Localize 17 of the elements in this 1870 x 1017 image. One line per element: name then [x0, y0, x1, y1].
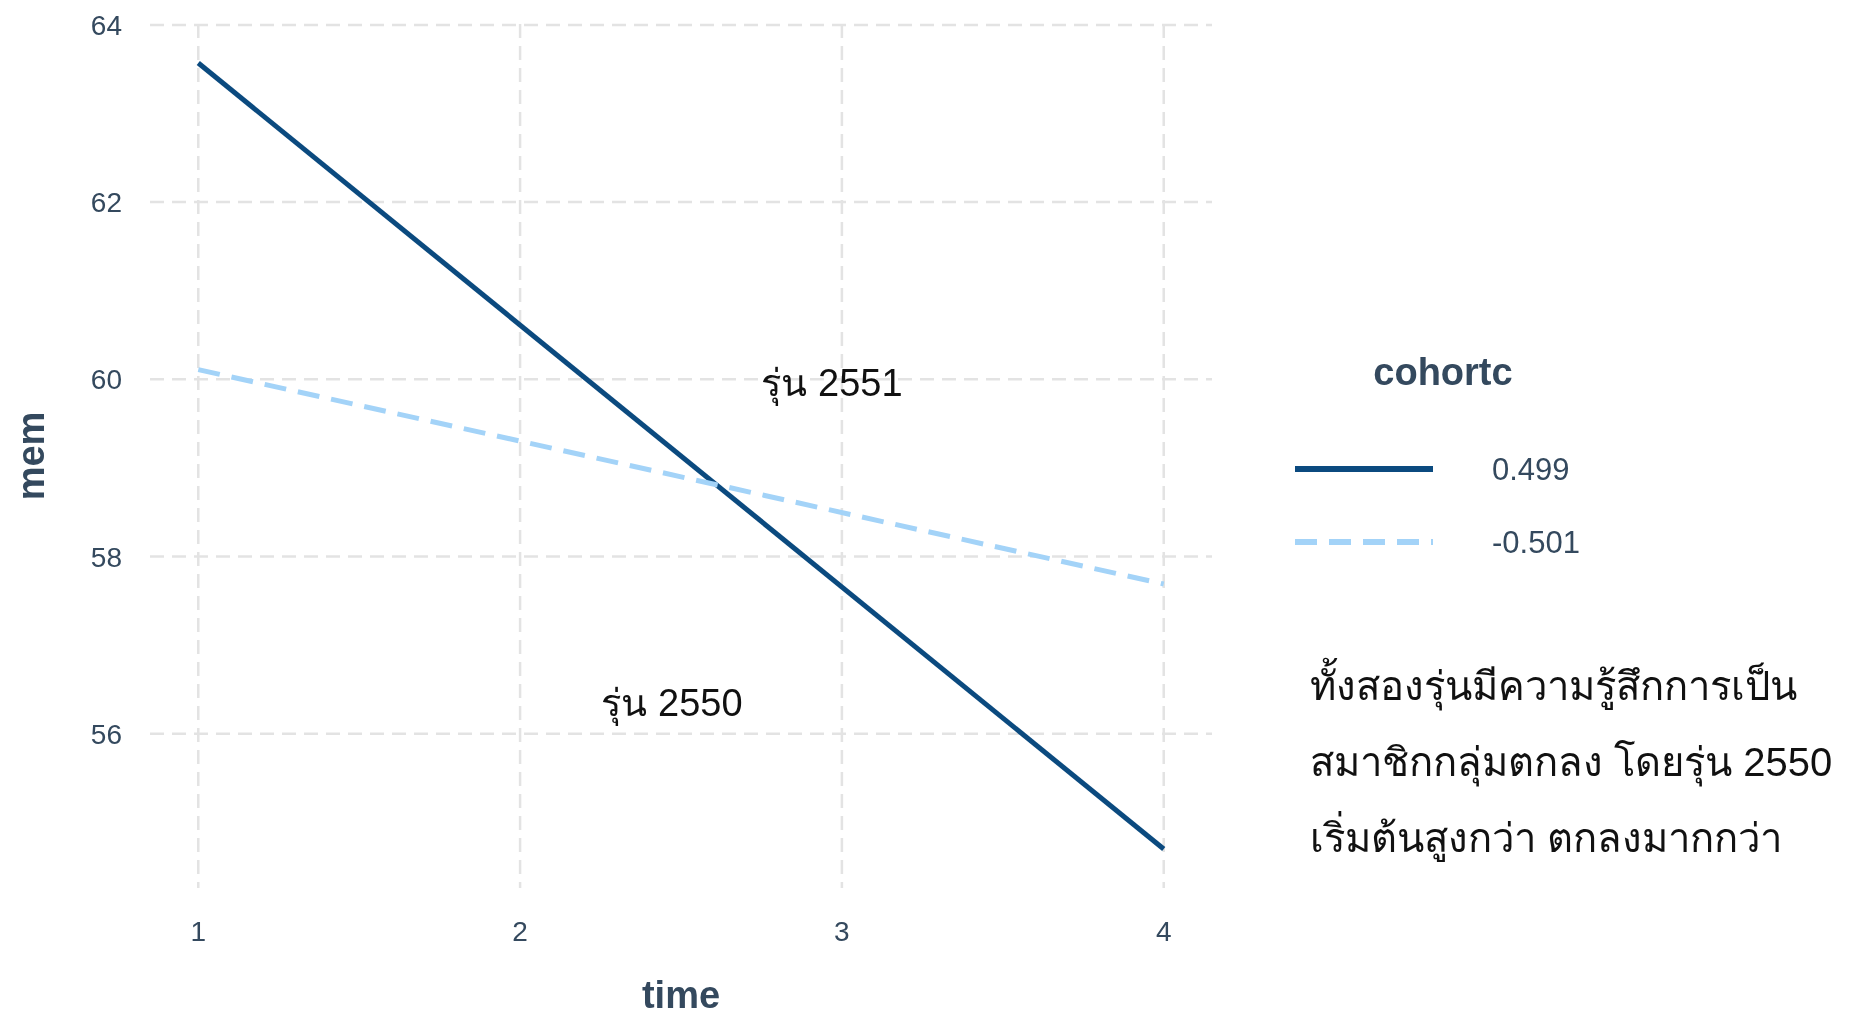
y-axis-title: mem: [10, 411, 52, 501]
annotation: รุ่น 2550: [601, 682, 743, 726]
x-tick-label: 1: [190, 916, 207, 947]
x-axis-title: time: [641, 974, 721, 1016]
y-tick-label: 58: [90, 541, 122, 573]
y-tick-label: 60: [90, 364, 122, 396]
legend-title: cohortc: [1373, 351, 1513, 393]
legend-label: -0.501: [1492, 525, 1580, 560]
y-tick-label: 56: [90, 718, 122, 750]
x-tick-label: 3: [834, 916, 850, 947]
x-tick-label: 4: [1155, 916, 1172, 947]
y-tick-label: 62: [90, 187, 122, 219]
x-tick-label: 2: [512, 916, 528, 947]
text: ทั้งสองรุ่นมีความรู้สึกการเป็น สมาชิกกลุ่มตกลง โดยรุ่น 2550 เริ่มต้นสูงกว่า ตกลงมากกว่า: [1310, 657, 1833, 862]
legend-label: 0.499: [1492, 452, 1570, 487]
y-tick-label: 64: [90, 9, 122, 41]
annotation: รุ่น 2551: [761, 362, 903, 406]
